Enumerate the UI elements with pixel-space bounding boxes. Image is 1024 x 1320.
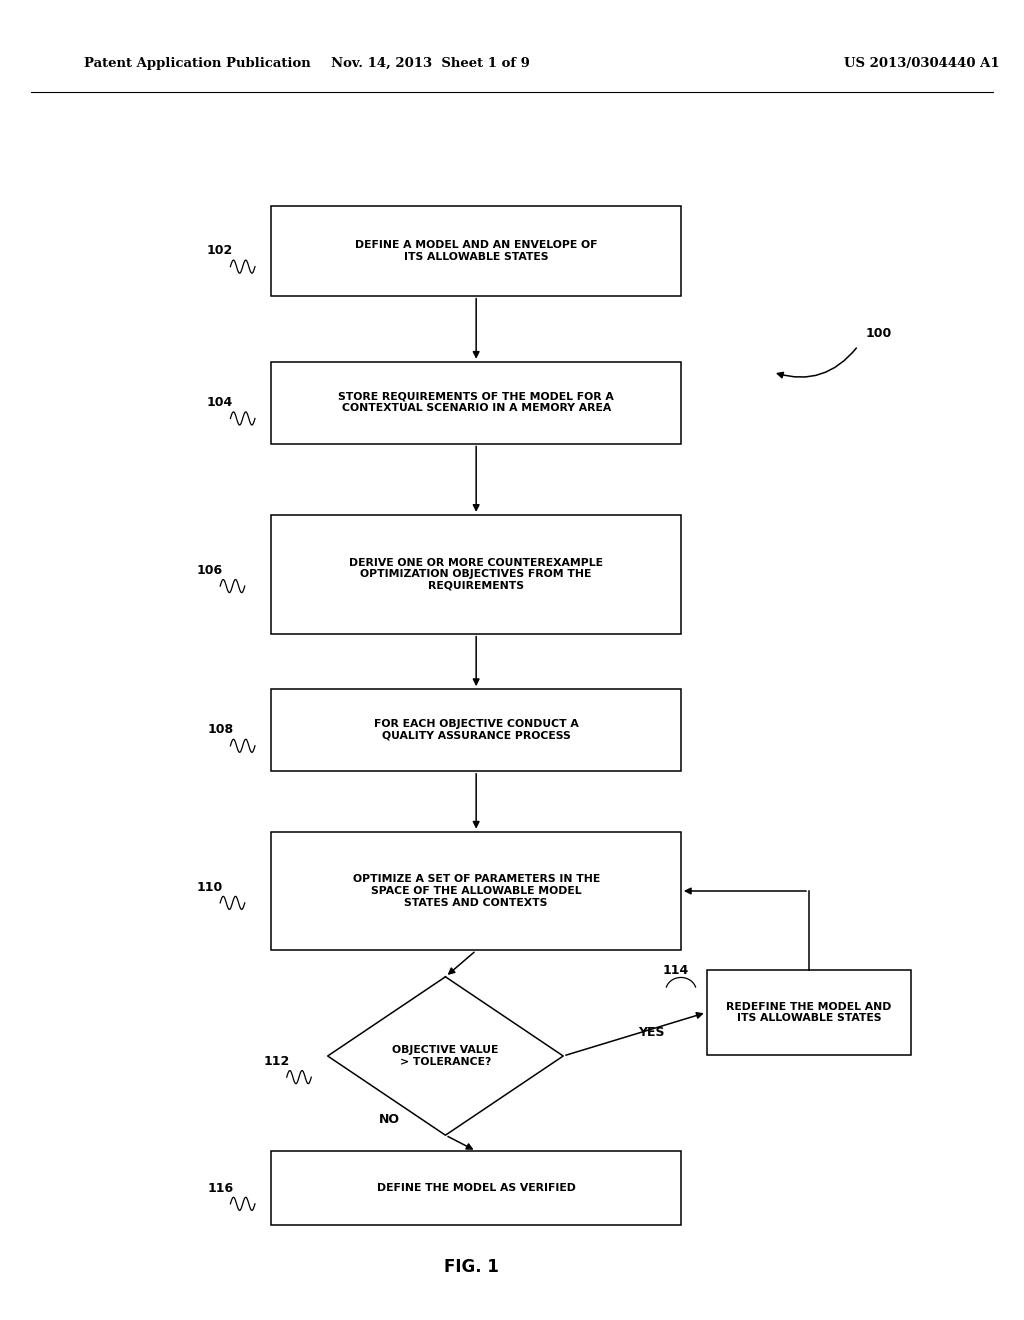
FancyBboxPatch shape — [271, 362, 681, 444]
Text: 108: 108 — [207, 723, 233, 737]
FancyBboxPatch shape — [707, 970, 911, 1055]
Text: 106: 106 — [197, 564, 223, 577]
Text: Nov. 14, 2013  Sheet 1 of 9: Nov. 14, 2013 Sheet 1 of 9 — [331, 57, 529, 70]
Text: NO: NO — [379, 1113, 399, 1126]
Text: 114: 114 — [663, 964, 689, 977]
Text: 100: 100 — [865, 327, 892, 341]
Text: FOR EACH OBJECTIVE CONDUCT A
QUALITY ASSURANCE PROCESS: FOR EACH OBJECTIVE CONDUCT A QUALITY ASS… — [374, 719, 579, 741]
Text: US 2013/0304440 A1: US 2013/0304440 A1 — [844, 57, 999, 70]
Text: OPTIMIZE A SET OF PARAMETERS IN THE
SPACE OF THE ALLOWABLE MODEL
STATES AND CONT: OPTIMIZE A SET OF PARAMETERS IN THE SPAC… — [352, 874, 600, 908]
Text: Patent Application Publication: Patent Application Publication — [84, 57, 310, 70]
Text: DEFINE A MODEL AND AN ENVELOPE OF
ITS ALLOWABLE STATES: DEFINE A MODEL AND AN ENVELOPE OF ITS AL… — [355, 240, 597, 261]
FancyBboxPatch shape — [271, 515, 681, 634]
FancyBboxPatch shape — [271, 206, 681, 296]
Text: OBJECTIVE VALUE
> TOLERANCE?: OBJECTIVE VALUE > TOLERANCE? — [392, 1045, 499, 1067]
Text: DERIVE ONE OR MORE COUNTEREXAMPLE
OPTIMIZATION OBJECTIVES FROM THE
REQUIREMENTS: DERIVE ONE OR MORE COUNTEREXAMPLE OPTIMI… — [349, 557, 603, 591]
Polygon shape — [328, 977, 563, 1135]
Text: 116: 116 — [207, 1181, 233, 1195]
Text: YES: YES — [638, 1026, 665, 1039]
Text: DEFINE THE MODEL AS VERIFIED: DEFINE THE MODEL AS VERIFIED — [377, 1183, 575, 1193]
Text: FIG. 1: FIG. 1 — [443, 1258, 499, 1276]
Text: 112: 112 — [263, 1055, 290, 1068]
Text: 102: 102 — [207, 244, 233, 257]
FancyBboxPatch shape — [271, 832, 681, 950]
FancyBboxPatch shape — [271, 689, 681, 771]
Text: STORE REQUIREMENTS OF THE MODEL FOR A
CONTEXTUAL SCENARIO IN A MEMORY AREA: STORE REQUIREMENTS OF THE MODEL FOR A CO… — [338, 392, 614, 413]
Text: 110: 110 — [197, 880, 223, 894]
Text: REDEFINE THE MODEL AND
ITS ALLOWABLE STATES: REDEFINE THE MODEL AND ITS ALLOWABLE STA… — [726, 1002, 892, 1023]
Text: 104: 104 — [207, 396, 233, 409]
FancyBboxPatch shape — [271, 1151, 681, 1225]
